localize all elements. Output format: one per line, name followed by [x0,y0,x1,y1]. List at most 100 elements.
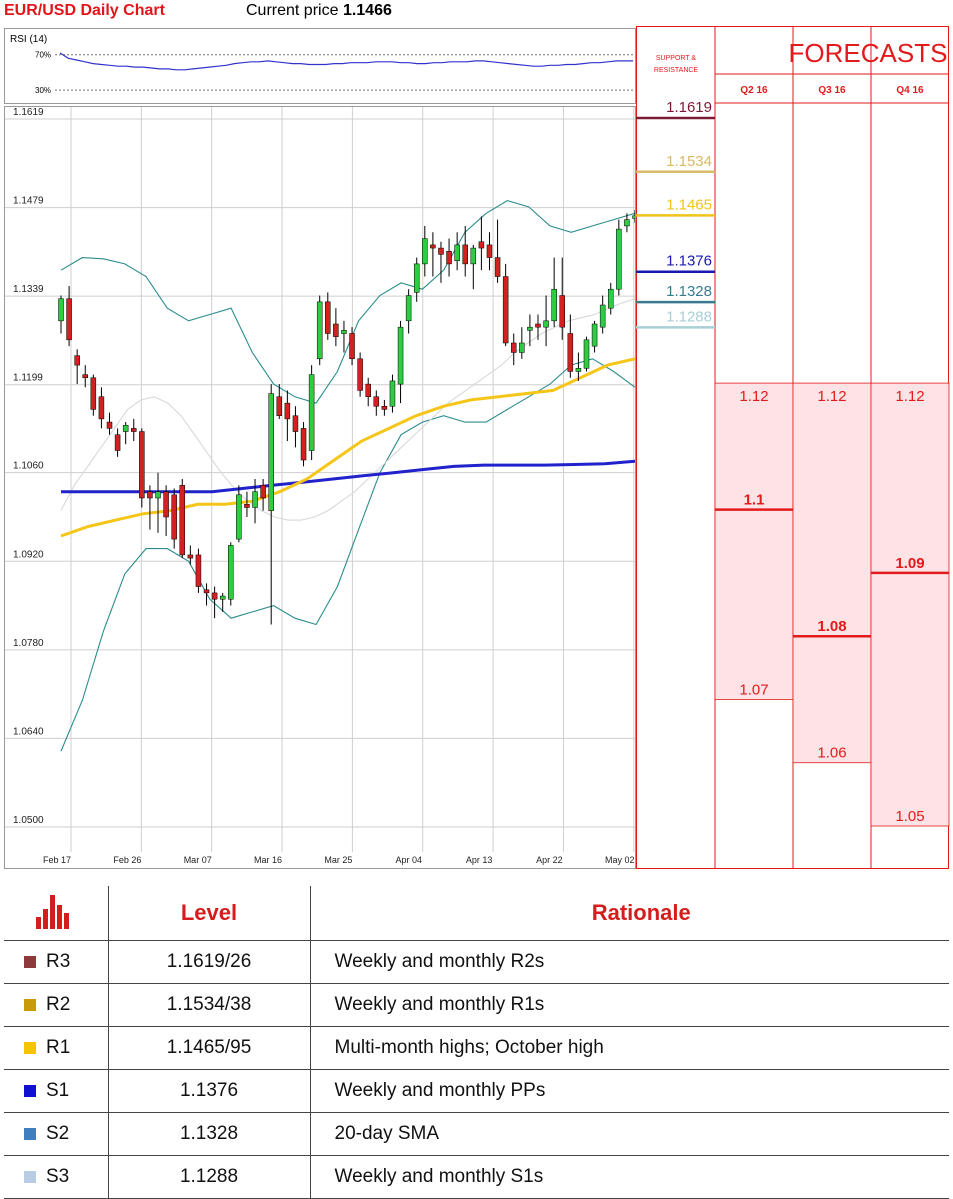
candle-body [583,339,590,369]
candle-body [397,326,404,385]
moving-averages [60,298,636,538]
price-chart-panel: Feb 17 Feb 26 Mar 07 Mar 16 Mar 25 Apr 04 Apr … [4,106,638,869]
candle-body [325,301,331,334]
rsi-tick-70: 70% [35,51,51,60]
candle-body [106,421,113,429]
level-name: S3 [46,1166,70,1187]
candle-body [131,428,137,432]
candle-body [74,355,80,366]
candle [98,387,105,429]
candle [228,542,234,606]
forecast-low-label: 1.05 [895,808,924,825]
candle-body [624,219,630,227]
candle-body [422,238,428,265]
candle-body [260,485,266,499]
candle-body [341,330,347,334]
candle [106,412,113,435]
forecast-bars: 1.12 1.1 1.07 1.12 1.08 1.06 1.12 1.09 1.05 [714,382,950,827]
candle-body [510,342,517,353]
candle-body [98,396,105,420]
candle [203,583,210,606]
table-row: S1 1.1376 Weekly and monthly PPs [4,1069,949,1113]
sr-level-label: 1.1328 [666,283,712,300]
forecast-categories: Q2 16 Q3 16 Q4 16 [740,85,924,96]
x-tick-label: Mar 16 [254,855,282,865]
level-color-swatch [24,998,36,1011]
y-tick-label: 1.1199 [13,373,43,384]
candle [139,428,145,508]
candle-body [591,323,598,347]
sr-level-label: 1.1619 [666,99,712,116]
candle-body [179,485,186,556]
candle [292,406,299,448]
chart-header: EUR/USD Daily Chart Current price 1.1466 [0,0,636,26]
level-rationale: Weekly and monthly S1s [310,1155,949,1199]
candle-body [82,374,89,379]
candle-body [139,431,145,499]
candle [244,491,250,517]
candle [163,485,169,536]
candle [422,225,428,277]
level-value: 1.1465/95 [108,1026,311,1070]
candles [58,210,638,625]
sma100-line [61,459,636,494]
candle [624,213,630,233]
sr-level-label: 1.1534 [666,153,712,170]
y-tick-label: 1.1060 [13,461,44,472]
candle-body [559,295,565,328]
candle [551,257,557,328]
current-price: Current price 1.1466 [246,2,392,20]
forecast-range-bar [792,382,872,764]
y-tick-label: 1.0640 [13,726,44,737]
bollinger-lower [60,358,636,752]
candle-body [268,393,274,511]
x-axis: Feb 17 Feb 26 Mar 07 Mar 16 Mar 25 Apr 04 Apr … [43,855,635,865]
candle-body [462,244,468,265]
level-value: 1.1534/38 [108,983,311,1027]
level-name: S1 [46,1080,70,1101]
candle-body [535,323,541,328]
candle-body [357,358,363,391]
x-tick-label: Apr 22 [536,855,563,865]
candle [236,485,242,543]
candle-body [114,434,121,451]
candle [357,352,363,397]
rsi-tick-30: 30% [35,86,51,95]
candle [284,390,291,442]
candle-body [405,295,412,322]
x-tick-label: Mar 07 [184,855,212,865]
bollinger-bands [60,200,636,752]
candle [559,257,565,340]
candle-body [389,380,396,407]
y-tick-label: 1.0500 [13,815,44,826]
forecast-low-label: 1.07 [739,681,768,698]
candle [494,219,501,283]
y-tick-label: 1.0780 [13,638,44,649]
candle-body [252,491,258,508]
sr-level-label: 1.1288 [666,308,712,325]
forecast-range-bar [870,382,950,827]
forecast-category-label: Q3 16 [818,85,846,96]
y-tick-label: 1.1479 [13,196,44,207]
candle [122,422,129,445]
level-name-cell: R1 [4,1026,109,1070]
candle-body [519,342,525,353]
level-name-cell: S1 [4,1069,109,1113]
candle-body [349,333,355,360]
candle-body [527,326,533,331]
sr-level-label: 1.1376 [666,253,712,270]
level-name-cell: S2 [4,1112,109,1156]
level-color-swatch [24,1170,36,1183]
candle [486,232,493,271]
candle [381,399,388,416]
candle-body [373,396,380,407]
candle [430,232,436,277]
candle-body [187,554,194,559]
candle [155,472,161,533]
candle-body [211,592,218,600]
candle [519,327,525,359]
level-rationale: Weekly and monthly R1s [310,983,949,1027]
levels-table-body: R3 1.1619/26 Weekly and monthly R2s R2 1.153… [4,940,949,1199]
candle [389,374,396,413]
level-name: R3 [46,951,71,972]
